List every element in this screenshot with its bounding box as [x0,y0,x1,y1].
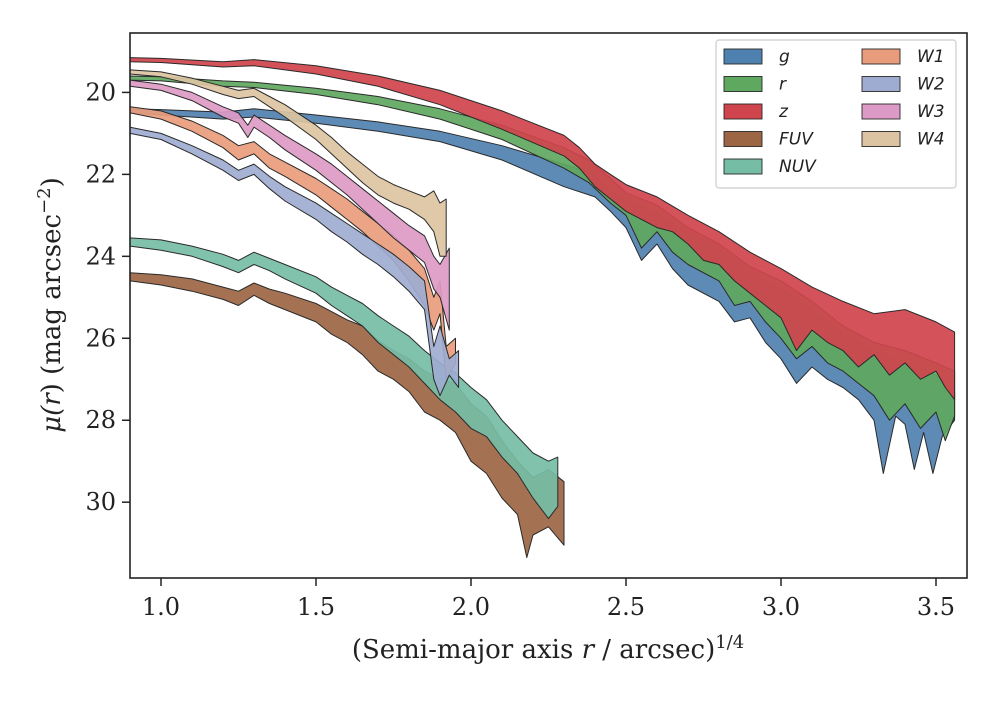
plot-frame [129,32,968,579]
x-axis-label-main: (Semi-major axis [352,635,582,665]
x-tick-label: 1.5 [297,593,335,621]
legend-swatch-w3 [861,103,901,120]
legend-label-w2: W2 [917,75,945,95]
y-axis-label-main: μ( [37,405,67,433]
legend-label-fuv: FUV [779,130,814,150]
legend-label-w4: W4 [917,130,945,150]
legend-label-r: r [779,75,787,95]
x-axis-label-exponent: 1/4 [715,632,744,653]
x-axis-label-rest: / arcsec) [594,635,715,665]
y-tick-label: 24 [85,242,116,270]
series-band-w3 [130,79,450,331]
y-tick-label: 28 [85,406,116,434]
x-tick-label: 2.5 [607,593,645,621]
legend-swatch-fuv [723,131,763,147]
legend: grz FUV NUV W1 W2 W3 W4 [715,39,957,189]
legend-label-w1: W1 [917,47,945,67]
legend-swatch-w4 [861,131,901,147]
legend-swatch-w1 [861,48,901,65]
legend-swatch-r [723,76,763,92]
x-tick-label: 2.0 [452,593,490,621]
legend-label-nuv: NUV [779,157,817,177]
series-band-w4 [130,69,447,257]
legend-swatch-w2 [861,76,901,92]
y-axis-label: μ(r) (mag arcsec−2) [34,177,67,433]
y-tick-label: 22 [85,160,116,188]
x-tick-label: 1.0 [142,593,180,621]
series-band-nuv [130,237,559,520]
legend-label-z: z [778,102,789,122]
y-axis-label-close: ) [37,177,67,187]
y-tick-label: 26 [85,324,116,352]
y-axis-label-variable: r [37,392,67,406]
series-band-w2 [130,126,460,397]
x-tick-label: 3.0 [762,593,800,621]
series-band-z [130,57,956,401]
legend-swatch-z [723,103,763,120]
y-tick-label: 30 [85,488,116,516]
y-tick-label: 20 [85,78,116,106]
legend-swatch-nuv [723,158,763,175]
y-axis-label-rest: ) (mag arcsec [37,214,67,393]
y-axis-label-exponent: −2 [34,187,55,214]
x-tick-label: 3.5 [917,593,955,621]
x-axis-label: (Semi-major axis r / arcsec)1/4 [352,632,744,665]
legend-label-w3: W3 [917,102,945,122]
x-axis: 1.0 1.5 2.0 2.5 3.0 3.5 [142,578,955,621]
series-layer [130,57,956,558]
x-axis-label-variable: r [582,635,596,665]
y-axis: 20 22 24 26 28 30 [85,78,130,516]
legend-label-g: g [779,47,790,67]
legend-swatch-g [723,48,763,65]
